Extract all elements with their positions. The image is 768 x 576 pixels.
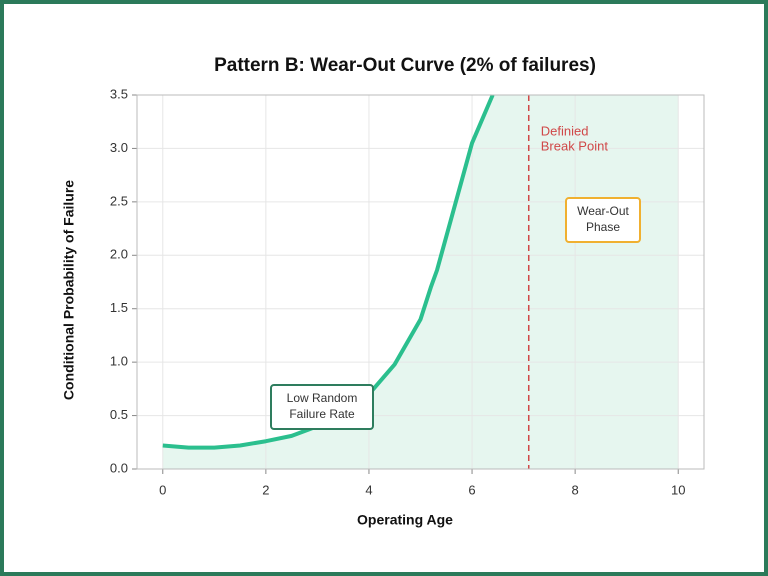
x-tick-label: 2 [262,482,269,497]
annotation-text: Wear-Out [577,204,629,218]
y-tick-label: 3.0 [110,140,128,155]
x-tick-label: 10 [671,482,685,497]
x-axis-label: Operating Age [357,512,453,528]
plot-frame [136,94,705,470]
chart-title: Pattern B: Wear-Out Curve (2% of failure… [214,55,596,76]
y-tick-label: 0.0 [110,460,128,475]
x-tick-label: 4 [365,482,372,497]
y-tick-label: 0.5 [110,407,128,422]
y-axis-label: Conditional Probability of Failure [61,180,77,400]
y-tick-label: 1.5 [110,300,128,315]
x-tick-label: 0 [159,482,166,497]
annotation-box [565,197,641,243]
break-label: Definied [541,123,589,138]
y-tick-label: 3.5 [110,86,128,101]
x-tick-label: 6 [468,482,475,497]
annotation-text: Phase [586,220,620,234]
y-tick-label: 1.0 [110,354,128,369]
x-tick-label: 8 [572,482,579,497]
area [162,95,679,469]
annotation-box [270,384,374,430]
y-tick-label: 2.5 [110,193,128,208]
annotation-text: Failure Rate [289,407,355,421]
y-tick-label: 2.0 [110,247,128,262]
annotation-text: Low Random [287,391,358,405]
break-label: Break Point [541,138,609,153]
